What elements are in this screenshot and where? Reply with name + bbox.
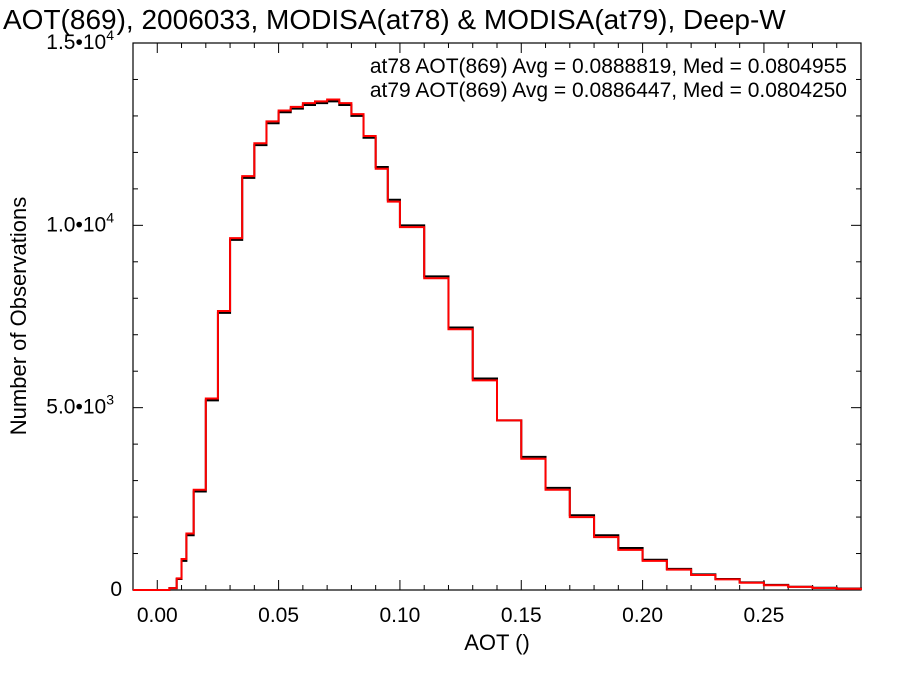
x-tick-label: 0.25	[743, 604, 784, 627]
legend-entry-at79: at79 AOT(869) Avg = 0.0886447, Med = 0.0…	[370, 79, 847, 102]
series-line-at78	[133, 100, 862, 591]
x-tick-label: 0.05	[258, 604, 299, 627]
y-tick-label: 5.0•103	[46, 392, 114, 419]
x-tick-label: 0.00	[137, 604, 178, 627]
series-layer	[133, 98, 862, 591]
legend-entry-at78: at78 AOT(869) Avg = 0.0888819, Med = 0.0…	[370, 55, 847, 78]
x-tick-label: 0.10	[379, 604, 420, 627]
y-axis-label: Number of Observations	[6, 197, 31, 435]
series-line-at79	[133, 98, 862, 591]
legend: at78 AOT(869) Avg = 0.0888819, Med = 0.0…	[370, 55, 847, 102]
x-axis-label: AOT ()	[464, 630, 530, 655]
chart-title: AOT(869), 2006033, MODISA(at78) & MODISA…	[3, 4, 786, 35]
plot-frame	[132, 42, 862, 591]
y-tick-label: 0	[110, 578, 122, 601]
x-tick-label: 0.15	[501, 604, 542, 627]
x-tick-label: 0.20	[622, 604, 663, 627]
y-tick-label: 1.5•104	[46, 27, 114, 54]
y-axis-ticks: 0 5.0•103 1.0•104 1.5•104	[46, 27, 861, 601]
y-tick-label: 1.0•104	[46, 209, 114, 236]
x-axis-ticks: 0.00 0.05 0.10 0.15 0.20 0.25	[137, 43, 862, 627]
